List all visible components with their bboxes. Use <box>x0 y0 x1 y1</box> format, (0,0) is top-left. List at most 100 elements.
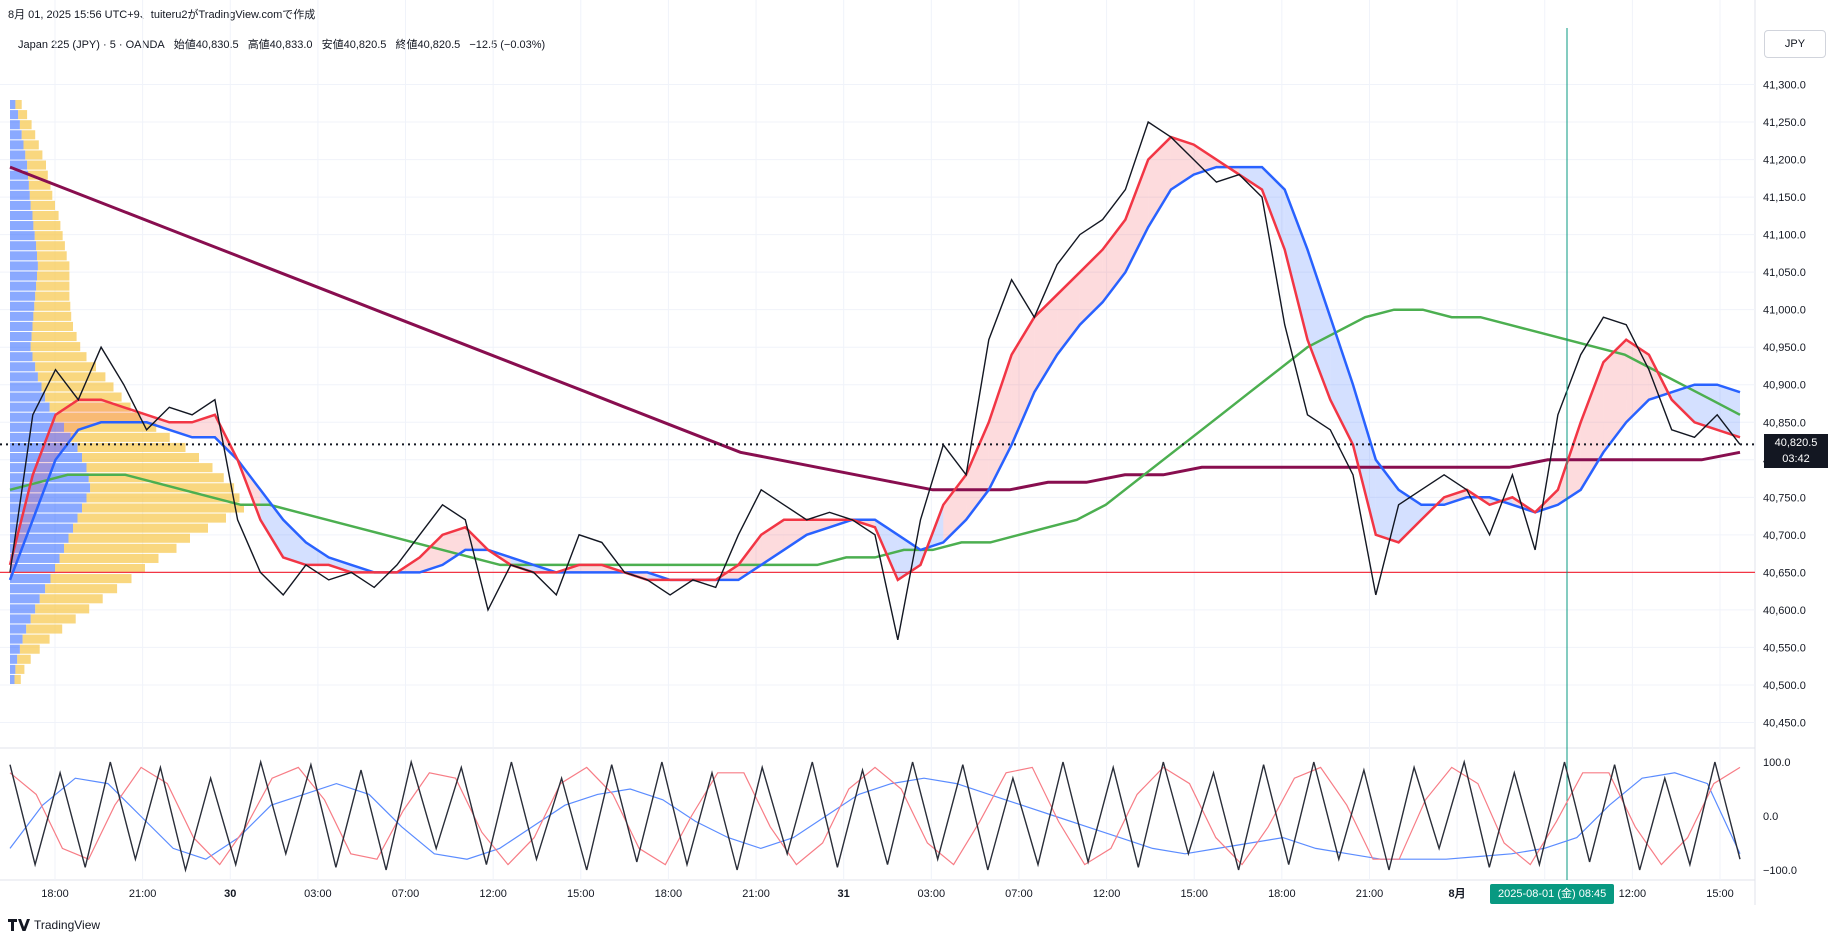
volume-profile-down-bar <box>36 241 65 251</box>
volume-profile-up-bar <box>10 664 16 674</box>
y-tick-label: 41,050.0 <box>1763 267 1806 279</box>
osc-y-tick-label: 0.0 <box>1763 811 1778 823</box>
ema-cloud-segment <box>192 414 215 438</box>
osc-fast-line <box>9 759 1741 873</box>
volume-profile-down-bar <box>64 422 157 432</box>
volume-profile-down-bar <box>28 180 51 190</box>
volume-profile-down-bar <box>77 513 226 523</box>
volume-profile-up-bar <box>10 100 16 110</box>
crosshair-date-tag: 2025-08-01 (金) 08:45 <box>1490 884 1615 904</box>
x-tick-label: 12:00 <box>1619 888 1647 900</box>
ema-cloud-segment <box>579 564 602 573</box>
osc-slow-line <box>9 772 1741 860</box>
ema-cloud-segment <box>1034 294 1058 393</box>
ema-cloud-segment <box>806 519 830 535</box>
volume-profile-up-bar <box>10 533 69 543</box>
volume-profile-up-bar <box>10 140 24 150</box>
ema-cloud-segment <box>1353 384 1376 535</box>
y-tick-label: 40,900.0 <box>1763 380 1806 392</box>
ema-cloud-segment <box>1375 459 1399 543</box>
volume-profile-down-bar <box>45 584 118 594</box>
volume-profile-up-bar <box>10 150 26 160</box>
volume-profile-up-bar <box>10 584 46 594</box>
volume-profile-down-bar <box>45 392 122 402</box>
volume-profile-down-bar <box>27 160 46 170</box>
ema-cloud-segment <box>1170 137 1194 190</box>
ema-cloud-segment <box>1444 489 1467 505</box>
volume-profile-up-bar <box>10 483 91 493</box>
x-tick-label: 21:00 <box>1356 888 1384 900</box>
volume-profile-up-bar <box>10 110 19 120</box>
x-tick-label: 18:00 <box>41 888 69 900</box>
volume-profile-down-bar <box>32 321 73 331</box>
volume-profile-down-bar <box>90 483 235 493</box>
x-tick-label: 15:00 <box>1706 888 1734 900</box>
volume-profile-up-bar <box>10 170 28 180</box>
y-tick-label: 41,250.0 <box>1763 117 1806 129</box>
x-tick-label: 07:00 <box>1005 888 1033 900</box>
ema-cloud-segment <box>1261 167 1285 250</box>
volume-profile-down-bar <box>82 453 199 463</box>
volume-profile-up-bar <box>10 321 33 331</box>
volume-profile-up-bar <box>10 352 33 362</box>
volume-profile-down-bar <box>28 170 48 180</box>
ema-cloud-segment <box>1694 384 1718 430</box>
volume-profile-up-bar <box>10 553 60 563</box>
volume-profile-up-bar <box>10 200 31 210</box>
ema-cloud-segment <box>1125 159 1149 273</box>
y-tick-label: 40,700.0 <box>1763 530 1806 542</box>
volume-profile-down-bar <box>36 281 70 291</box>
volume-profile-down-bar <box>68 533 190 543</box>
ema-cloud-segment <box>1284 189 1308 340</box>
x-tick-label: 12:00 <box>479 888 507 900</box>
volume-profile-down-bar <box>34 301 71 311</box>
volume-profile-down-bar <box>21 130 36 140</box>
ema-cloud-segment <box>419 534 443 573</box>
y-tick-label: 41,200.0 <box>1763 155 1806 167</box>
y-tick-label: 40,550.0 <box>1763 642 1806 654</box>
y-tick-label: 41,000.0 <box>1763 305 1806 317</box>
volume-profile-up-bar <box>10 261 38 271</box>
volume-profile-up-bar <box>10 271 37 281</box>
currency-button[interactable]: JPY <box>1764 30 1826 58</box>
volume-profile-down-bar <box>30 342 81 352</box>
volume-profile-down-bar <box>35 604 90 614</box>
ema-cloud-segment <box>1580 362 1604 490</box>
volume-profile-down-bar <box>86 493 240 503</box>
x-tick-label: 21:00 <box>742 888 770 900</box>
ohlc-open: 始値40,830.5 <box>173 39 239 51</box>
volume-profile-down-bar <box>29 190 53 200</box>
ema-cloud-segment <box>1671 384 1695 423</box>
volume-profile-down-bar <box>88 473 224 483</box>
x-tick-label: 30 <box>224 888 236 900</box>
volume-profile-down-bar <box>35 291 70 301</box>
volume-profile-up-bar <box>10 574 51 584</box>
y-tick-label: 40,650.0 <box>1763 567 1806 579</box>
volume-profile-up-bar <box>10 614 31 624</box>
ohlc-high: 高値40,833.0 <box>247 39 313 51</box>
volume-profile-up-bar <box>10 463 87 473</box>
volume-profile-up-bar <box>10 493 87 503</box>
x-tick-label: 03:00 <box>304 888 332 900</box>
volume-profile-up-bar <box>10 563 55 574</box>
volume-profile-down-bar <box>30 614 76 624</box>
last-price-value: 40,820.5 <box>1774 437 1818 449</box>
volume-profile-down-bar <box>19 644 40 654</box>
x-tick-label: 15:00 <box>567 888 595 900</box>
y-tick-label: 40,500.0 <box>1763 680 1806 692</box>
volume-profile-up-bar <box>10 331 32 342</box>
osc-mid-line <box>9 766 1741 866</box>
volume-profile-up-bar <box>10 644 20 654</box>
volume-profile-down-bar <box>31 331 77 342</box>
y-tick-label: 40,850.0 <box>1763 417 1806 429</box>
volume-profile-down-bar <box>35 362 96 372</box>
volume-profile-down-bar <box>70 432 170 442</box>
volume-profile-down-bar <box>55 412 141 422</box>
volume-profile-down-bar <box>14 674 21 684</box>
ema-cloud-segment <box>1330 317 1354 445</box>
volume-profile-down-bar <box>23 140 39 150</box>
ema-cloud-segment <box>146 414 170 430</box>
price-line <box>9 120 1741 641</box>
y-tick-label: 40,450.0 <box>1763 717 1806 729</box>
